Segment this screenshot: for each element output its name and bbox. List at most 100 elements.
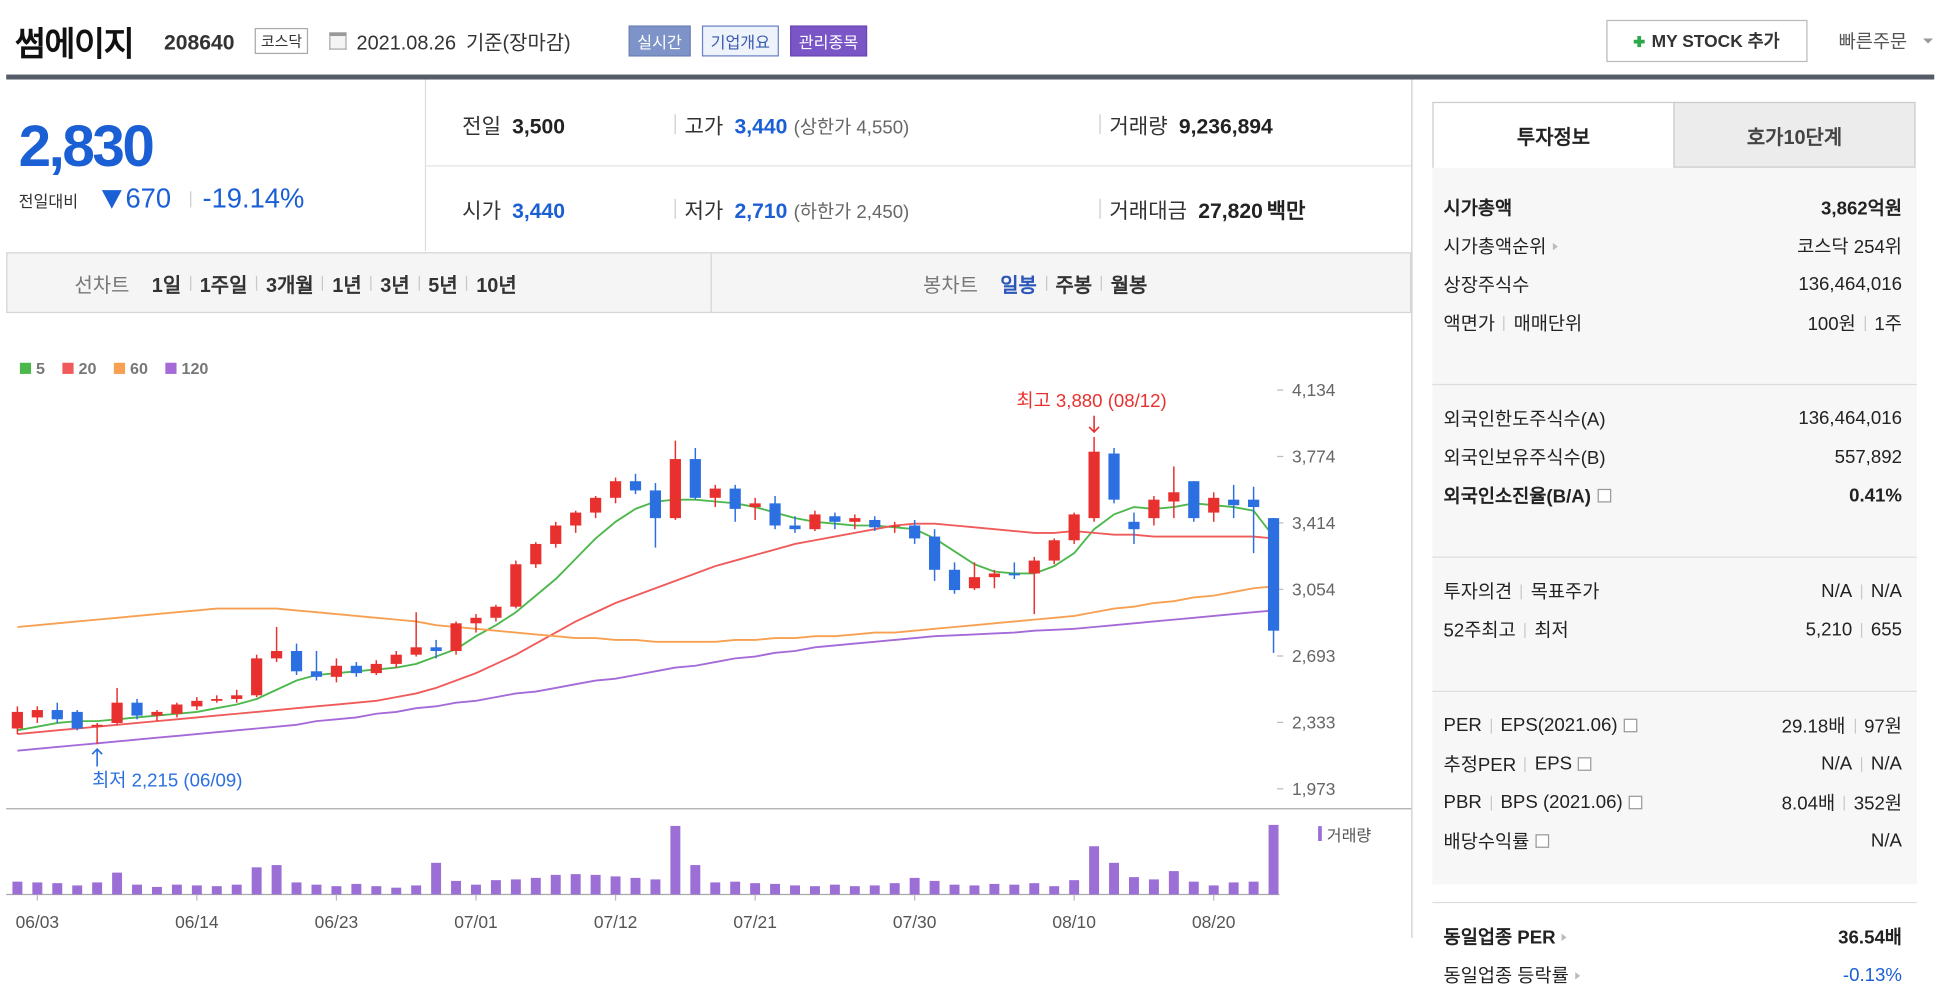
- info-label[interactable]: 동일업종 PER: [1444, 924, 1567, 950]
- info-value: 5,210 655: [1806, 619, 1902, 640]
- help-icon[interactable]: [1578, 757, 1592, 771]
- candle-body: [709, 488, 721, 498]
- quick-order[interactable]: 빠른주문: [1838, 31, 1908, 53]
- info-value-part: 136,464,016: [1798, 273, 1902, 296]
- x-tick-label: 08/10: [1052, 912, 1095, 932]
- volume-bar: [1268, 824, 1279, 895]
- date: 2021.08.26: [356, 33, 457, 55]
- period-tab[interactable]: 5년: [428, 275, 458, 297]
- candle-body: [1128, 521, 1140, 530]
- header-button[interactable]: 관리종목: [790, 25, 867, 57]
- change-label: 전일대비: [18, 191, 79, 211]
- separator: [1100, 275, 1103, 291]
- info-label: 배당수익률: [1444, 828, 1550, 854]
- period-tab[interactable]: 3개월: [266, 275, 314, 297]
- info-label-part: 투자의견: [1443, 582, 1513, 604]
- volume-bar: [690, 865, 701, 895]
- info-label-part: 외국인보유주식수(B): [1443, 447, 1606, 469]
- plus-icon: [1634, 35, 1646, 47]
- info-value-part: 3,862억원: [1821, 198, 1902, 220]
- quote-label: 거래대금: [1109, 199, 1188, 223]
- separator: [189, 275, 192, 291]
- my-stock-button[interactable]: MY STOCK 추가: [1606, 19, 1808, 63]
- info-label[interactable]: 동일업종 등락률: [1444, 962, 1580, 988]
- quote-label: 고가: [684, 114, 724, 139]
- separator: [1490, 718, 1492, 733]
- separator: [1860, 622, 1863, 638]
- period-tab[interactable]: 10년: [476, 275, 517, 297]
- info-label: PER EPS(2021.06): [1444, 715, 1638, 736]
- candle-tab[interactable]: 월봉: [1110, 275, 1148, 297]
- volume-bar: [969, 885, 980, 895]
- period-tabs: 선차트 1일 1주일 3개월 1년 3년 5년 10년: [75, 268, 517, 298]
- volume-bar: [12, 881, 23, 895]
- x-tick-label: 07/12: [594, 912, 637, 932]
- info-panel-bg: [1432, 167, 1917, 885]
- info-tab[interactable]: 투자정보: [1432, 101, 1675, 168]
- info-value: 3,862억원: [1821, 194, 1902, 220]
- candle-body: [849, 518, 861, 522]
- candle-body: [968, 577, 981, 589]
- y-tick-label: 1,973: [1292, 779, 1335, 799]
- candle-body: [1208, 497, 1220, 513]
- period-tab[interactable]: 1년: [332, 275, 362, 297]
- price-chart: 1,973 2,333 2,693 3,054 3,414 3,774 4,134 06/03…: [6, 360, 1412, 932]
- volume-bar: [1148, 879, 1159, 895]
- help-icon[interactable]: [1623, 718, 1638, 733]
- separator: [1860, 583, 1863, 599]
- info-label-part: 시가총액: [1443, 198, 1513, 220]
- period-tab[interactable]: 1주일: [199, 275, 248, 297]
- candle-body: [1008, 573, 1020, 576]
- info-value-part: N/A: [1821, 753, 1853, 775]
- candle-tab[interactable]: 주봉: [1055, 275, 1093, 297]
- header-button[interactable]: 실시간: [628, 25, 691, 57]
- info-value-part: 352원: [1853, 793, 1902, 815]
- info-label-part: 추정PER: [1443, 754, 1517, 776]
- info-label-part: 동일업종 PER: [1443, 927, 1556, 949]
- volume-bar: [471, 884, 481, 895]
- volume-bar: [1248, 881, 1259, 895]
- info-label: 외국인보유주식수(B): [1444, 444, 1606, 470]
- candle-body: [151, 711, 163, 716]
- candle-body: [909, 525, 921, 539]
- quote-item: 고가 3,440 (상한가 4,550): [685, 109, 910, 140]
- column-separator: [1099, 114, 1101, 135]
- help-icon[interactable]: [1535, 834, 1550, 848]
- volume-bar: [630, 877, 641, 895]
- date-basis: 기준(장마감): [465, 33, 571, 55]
- info-tab[interactable]: 호가10단계: [1673, 101, 1916, 168]
- down-triangle: [101, 190, 122, 209]
- candle-body: [111, 702, 123, 723]
- volume-bar: [151, 886, 162, 895]
- help-icon[interactable]: [1628, 795, 1643, 810]
- volume-bar: [391, 887, 402, 895]
- candle-body: [251, 658, 263, 696]
- candle-body: [829, 516, 841, 522]
- info-separator: [1432, 383, 1917, 386]
- info-label-part: PER: [1443, 714, 1482, 737]
- volume-bar: [1089, 846, 1100, 895]
- volume-bar: [331, 886, 342, 895]
- info-label: 외국인한도주식수(A): [1444, 406, 1606, 432]
- period-tab[interactable]: 3년: [380, 275, 410, 297]
- help-icon[interactable]: [1597, 488, 1611, 503]
- candle-body: [928, 536, 941, 570]
- info-value-part: 136,464,016: [1798, 408, 1902, 430]
- change-value: 670: [125, 182, 172, 214]
- header-button[interactable]: 기업개요: [701, 25, 779, 57]
- info-label[interactable]: 시가총액순위: [1444, 233, 1558, 259]
- candle-tab[interactable]: 일봉: [1000, 275, 1037, 297]
- date-row: 2021.08.26 기준(장마감): [357, 26, 571, 56]
- candle-body: [271, 650, 283, 659]
- period-tab[interactable]: 1일: [151, 275, 182, 297]
- info-label: 외국인소진율(B/A): [1444, 483, 1611, 509]
- volume-bar: [490, 880, 501, 895]
- info-label-part: 목표주가: [1530, 582, 1600, 604]
- moving-average-line: [17, 522, 1274, 735]
- separator: [1843, 795, 1846, 810]
- separator: [1860, 756, 1863, 772]
- candle-body: [131, 702, 143, 716]
- volume-bar: [311, 884, 322, 895]
- tab-bar-divider: [710, 253, 712, 312]
- separator: [1524, 622, 1526, 638]
